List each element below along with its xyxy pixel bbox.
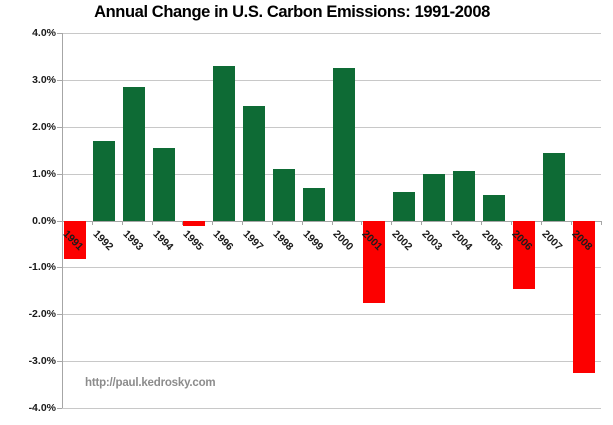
bar-1994 (153, 147, 176, 221)
y-axis-tick (57, 126, 62, 128)
x-axis-label-2007: 2007 (539, 227, 565, 253)
y-axis-label: 4.0% (32, 27, 56, 39)
x-axis-label-1996: 1996 (210, 227, 236, 253)
x-axis-tick (301, 220, 303, 225)
x-axis-tick (601, 220, 602, 225)
bar-1997 (243, 105, 266, 221)
bar-1999 (303, 187, 326, 221)
y-axis-tick (57, 361, 62, 363)
source-url-text: http://paul.kedrosky.com (85, 377, 216, 389)
y-axis-tick (57, 173, 62, 175)
x-axis-label-2002: 2002 (389, 227, 415, 253)
bar-2008 (572, 221, 595, 374)
y-axis-label: 2.0% (32, 120, 56, 133)
y-axis-label: 1.0% (32, 167, 56, 180)
y-axis-tick (57, 314, 62, 316)
y-axis-label: -3.0% (28, 355, 56, 368)
y-axis-label: 3.0% (32, 73, 56, 86)
gridline (62, 126, 601, 128)
y-axis-tick (57, 408, 62, 409)
x-axis-tick (481, 220, 483, 225)
bar-1995 (183, 221, 206, 226)
gridline (62, 173, 601, 175)
x-axis-label-2000: 2000 (330, 227, 356, 253)
gridline (62, 314, 601, 316)
x-axis-tick (331, 220, 333, 225)
bar-2001 (362, 221, 385, 304)
bar-2006 (512, 221, 535, 289)
bar-1998 (273, 168, 296, 221)
gridline (62, 361, 601, 363)
x-axis-tick (62, 220, 63, 225)
x-axis-tick (151, 220, 153, 225)
bar-1993 (123, 86, 146, 221)
x-axis-tick (271, 220, 273, 225)
gridline (62, 408, 601, 409)
x-axis-label-1999: 1999 (300, 227, 326, 253)
x-axis-tick (121, 220, 123, 225)
y-axis-label: -1.0% (28, 261, 56, 274)
x-axis-label-1993: 1993 (120, 227, 146, 253)
y-axis-label: -4.0% (28, 402, 56, 414)
x-axis-label-2004: 2004 (449, 227, 475, 253)
x-axis-tick (511, 220, 513, 225)
x-axis-label-1994: 1994 (150, 227, 176, 253)
x-axis-tick (391, 220, 393, 225)
x-axis-tick (361, 220, 363, 225)
gridline (62, 33, 601, 34)
bar-2005 (482, 194, 505, 221)
y-axis-label: 0.0% (32, 214, 56, 227)
x-axis-label-2005: 2005 (479, 227, 505, 253)
bar-1996 (213, 65, 236, 221)
x-axis-tick (211, 220, 213, 225)
x-axis-label-2003: 2003 (419, 227, 445, 253)
x-axis-tick (451, 220, 453, 225)
bar-1992 (93, 140, 116, 221)
chart-title: Annual Change in U.S. Carbon Emissions: … (94, 3, 490, 21)
bar-2007 (542, 152, 565, 221)
y-axis-tick (57, 79, 62, 81)
y-axis-label: -2.0% (28, 308, 56, 321)
x-axis-label-1997: 1997 (240, 227, 266, 253)
bar-2004 (452, 171, 475, 221)
bar-2002 (392, 192, 415, 221)
y-axis-tick (57, 220, 62, 222)
bar-2003 (422, 173, 445, 221)
y-axis-tick (57, 267, 62, 269)
x-axis-tick (241, 220, 243, 225)
x-axis-label-1995: 1995 (180, 227, 206, 253)
x-axis-tick (541, 220, 543, 225)
x-axis-label-1992: 1992 (90, 227, 116, 253)
x-axis-label-1998: 1998 (270, 227, 296, 253)
bar-1991 (63, 221, 86, 259)
gridline (62, 79, 601, 81)
y-axis-tick (57, 33, 62, 34)
x-axis-tick (91, 220, 93, 225)
x-axis-tick (181, 220, 183, 225)
gridline (62, 267, 601, 269)
x-axis-tick (421, 220, 423, 225)
bar-2000 (333, 68, 355, 221)
x-axis-tick (571, 220, 573, 225)
